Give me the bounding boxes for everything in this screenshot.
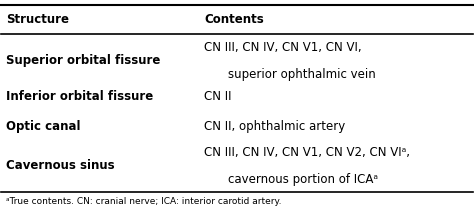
Text: ᵃTrue contents. CN: cranial nerve; ICA: interior carotid artery.: ᵃTrue contents. CN: cranial nerve; ICA: … <box>6 197 282 206</box>
Text: Optic canal: Optic canal <box>6 120 81 133</box>
Text: cavernous portion of ICAᵃ: cavernous portion of ICAᵃ <box>228 173 378 186</box>
Text: Superior orbital fissure: Superior orbital fissure <box>6 54 161 67</box>
Text: CN II, ophthalmic artery: CN II, ophthalmic artery <box>204 120 345 133</box>
Text: CN III, CN IV, CN V1, CN VI,: CN III, CN IV, CN V1, CN VI, <box>204 41 362 54</box>
Text: Contents: Contents <box>204 13 264 26</box>
Text: Inferior orbital fissure: Inferior orbital fissure <box>6 90 154 103</box>
Text: Structure: Structure <box>6 13 69 26</box>
Text: CN II: CN II <box>204 90 231 103</box>
Text: CN III, CN IV, CN V1, CN V2, CN VIᵃ,: CN III, CN IV, CN V1, CN V2, CN VIᵃ, <box>204 146 410 159</box>
Text: superior ophthalmic vein: superior ophthalmic vein <box>228 68 375 81</box>
Text: Cavernous sinus: Cavernous sinus <box>6 159 115 172</box>
